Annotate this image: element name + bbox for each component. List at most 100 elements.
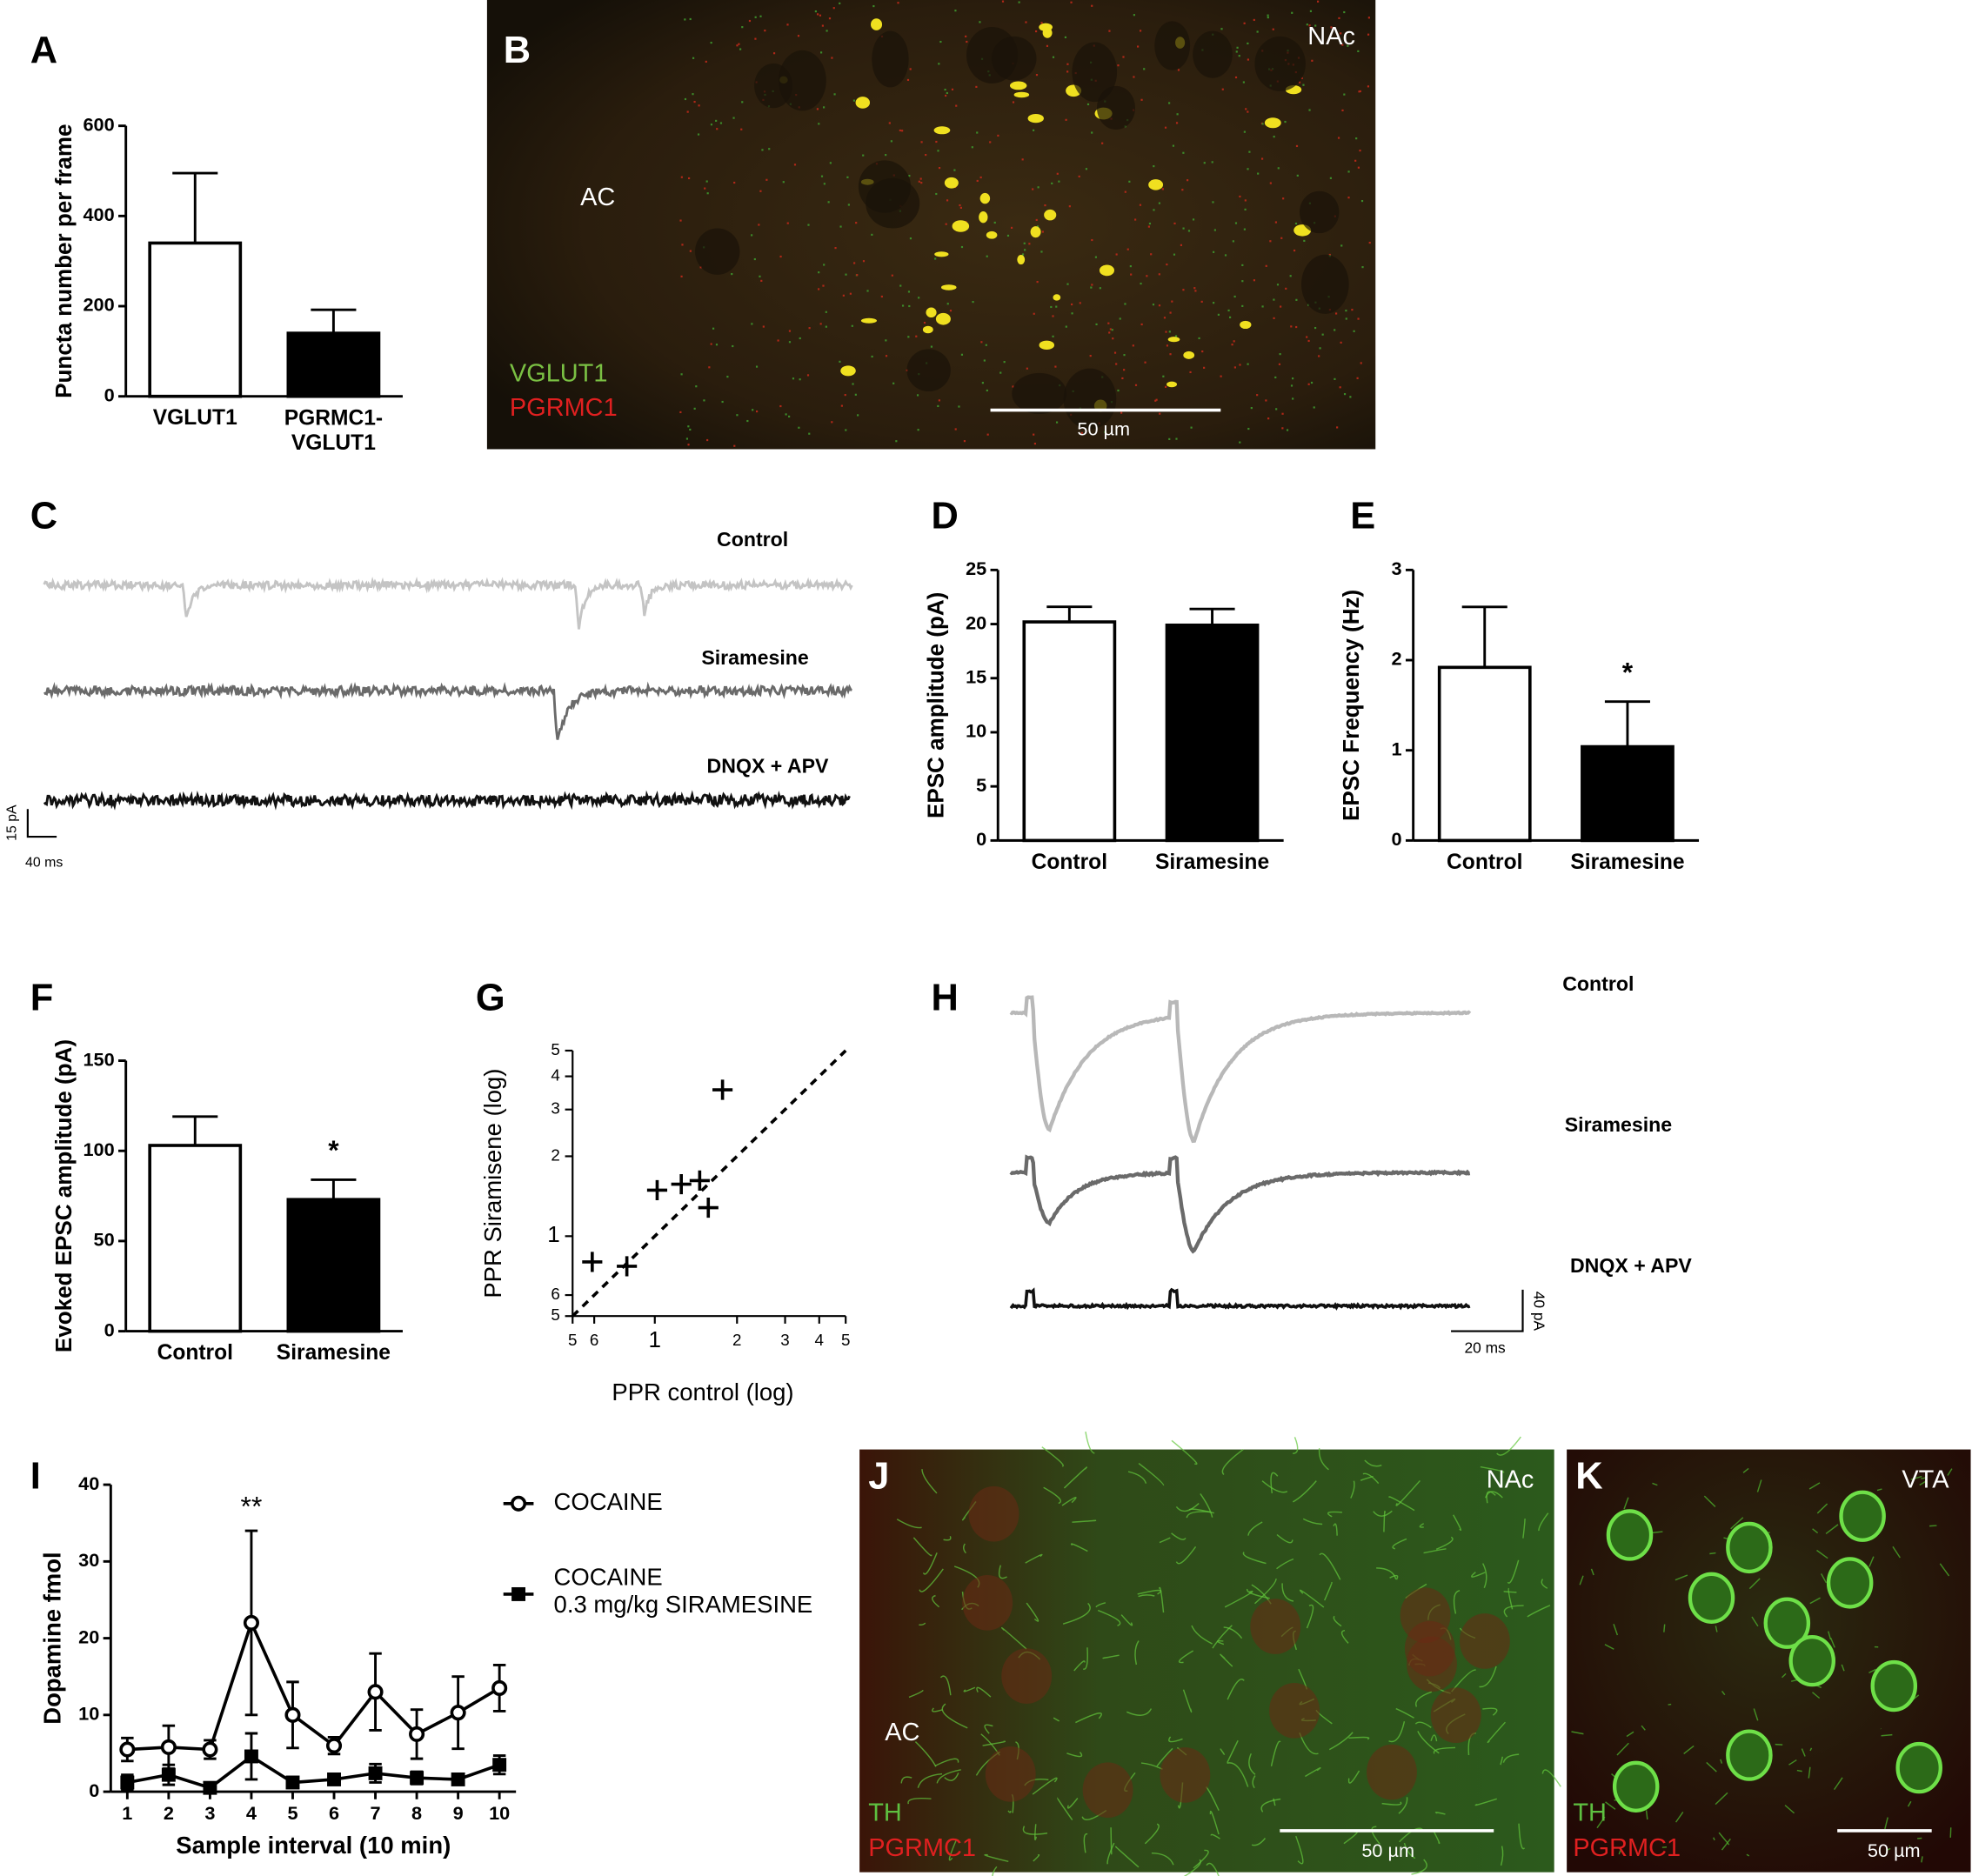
speck (1213, 302, 1215, 304)
speck (885, 355, 888, 357)
speck (1212, 201, 1214, 204)
speck (1025, 21, 1027, 23)
fiber (1641, 1725, 1646, 1731)
speck (756, 410, 759, 413)
fiber (1730, 1517, 1744, 1530)
speck (959, 204, 961, 207)
speck (1239, 195, 1241, 198)
y-tick-label: 20 (78, 1626, 99, 1647)
fiber (1292, 1480, 1317, 1503)
region-label: NAc (1307, 23, 1355, 50)
speck (1221, 88, 1224, 90)
speck (949, 310, 953, 312)
fiber (1227, 1739, 1239, 1763)
y-tick-label: 50 (94, 1229, 115, 1251)
speck (1066, 63, 1069, 65)
fiber (1270, 1472, 1279, 1494)
y-tick-label: 40 (78, 1472, 99, 1494)
speck (1290, 325, 1293, 328)
speck (697, 133, 700, 136)
speck (1354, 159, 1357, 162)
region-label: NAc (1487, 1465, 1534, 1493)
fiber (1395, 1707, 1414, 1719)
x-tick-label: 9 (453, 1802, 464, 1824)
cell (1726, 1729, 1773, 1781)
fiber (1216, 1640, 1225, 1646)
fiber (1541, 1769, 1561, 1787)
speck (799, 337, 801, 340)
speck (1233, 295, 1236, 298)
speck (1244, 199, 1247, 202)
x-tick-label: VGLUT1 (153, 406, 237, 430)
fiber (1324, 1581, 1333, 1601)
fiber (1571, 1731, 1584, 1735)
speck (954, 428, 957, 431)
speck (888, 122, 891, 124)
speck (1006, 234, 1010, 237)
fiber (943, 1536, 952, 1541)
speck (1192, 218, 1195, 221)
speck (1148, 223, 1152, 225)
speck (1108, 331, 1111, 334)
speck (986, 255, 988, 257)
speck (840, 365, 856, 377)
speck (1143, 68, 1146, 70)
speck (1228, 316, 1232, 318)
panel-letter: A (30, 30, 57, 71)
speck (1182, 289, 1185, 291)
speck (1194, 290, 1197, 292)
speck (1307, 339, 1310, 343)
legend-label: COCAINE (554, 1488, 663, 1515)
speck (1247, 42, 1249, 45)
fiber (939, 1675, 952, 1696)
speck (689, 428, 692, 431)
y-tick-label: 200 (83, 294, 114, 316)
speck (1292, 397, 1294, 400)
fiber (932, 1594, 940, 1608)
speck (1139, 30, 1142, 32)
speck (1329, 177, 1332, 179)
speck (1066, 70, 1069, 73)
speck (846, 176, 849, 178)
speck (1107, 322, 1110, 324)
speck (1115, 363, 1118, 365)
speck (854, 393, 857, 396)
point (698, 1198, 719, 1218)
fiber (1751, 1616, 1759, 1627)
speck (1213, 229, 1216, 231)
speck (915, 335, 918, 337)
speck (1285, 287, 1287, 290)
speck (706, 192, 709, 195)
speck (1256, 394, 1259, 397)
speck (1247, 427, 1250, 431)
speck (885, 154, 887, 157)
speck (822, 284, 825, 287)
fiber (1097, 1609, 1121, 1626)
x-tick-label: Siramesine (1155, 851, 1269, 874)
speck (1355, 137, 1358, 140)
speck (845, 273, 847, 276)
scale-label: 50 µm (1868, 1839, 1921, 1861)
speck (1343, 393, 1347, 396)
fiber (1276, 1533, 1293, 1544)
fiber (1200, 1493, 1213, 1518)
speck (760, 279, 763, 282)
speck (827, 201, 830, 204)
y-tick-label: 25 (966, 557, 986, 579)
fiber (1881, 1733, 1893, 1737)
speck (1224, 254, 1227, 257)
cell (991, 36, 1037, 81)
speck (1203, 162, 1206, 164)
speck (1234, 222, 1238, 224)
marker (368, 1766, 383, 1780)
speck (777, 339, 779, 342)
fiber (1910, 1475, 1922, 1480)
fiber (1884, 1817, 1888, 1830)
fiber (984, 1724, 993, 1734)
speck (1247, 168, 1249, 170)
speck (920, 182, 923, 184)
speck (1261, 123, 1264, 125)
speck (1193, 287, 1196, 290)
speck (1189, 371, 1192, 374)
fiber (1663, 1624, 1666, 1632)
